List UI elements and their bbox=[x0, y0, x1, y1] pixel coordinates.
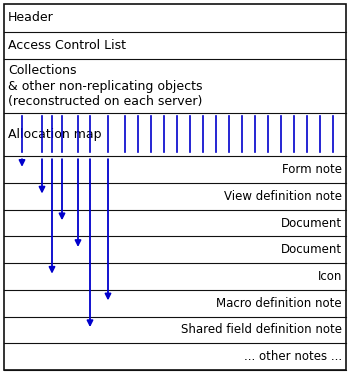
Text: Form note: Form note bbox=[282, 163, 342, 176]
Text: Document: Document bbox=[281, 217, 342, 230]
Text: ... other notes ...: ... other notes ... bbox=[244, 350, 342, 363]
Text: Macro definition note: Macro definition note bbox=[216, 297, 342, 310]
Text: Shared field definition note: Shared field definition note bbox=[181, 324, 342, 337]
Text: Collections
& other non-replicating objects
(reconstructed on each server): Collections & other non-replicating obje… bbox=[8, 64, 203, 108]
Text: Header: Header bbox=[8, 11, 54, 24]
Text: Access Control List: Access Control List bbox=[8, 39, 126, 52]
Text: Document: Document bbox=[281, 243, 342, 256]
Text: View definition note: View definition note bbox=[224, 190, 342, 203]
Text: Allocation map: Allocation map bbox=[8, 128, 101, 141]
Text: Icon: Icon bbox=[318, 270, 342, 283]
